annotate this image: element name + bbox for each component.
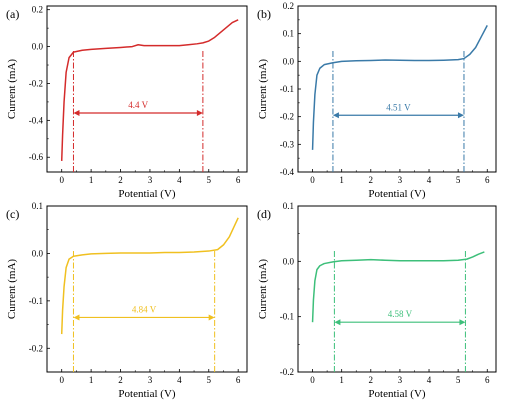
y-tick-label: 0.0 bbox=[32, 42, 44, 52]
y-tick-label: -0.1 bbox=[280, 84, 294, 94]
x-tick-label: 3 bbox=[148, 175, 153, 185]
x-tick-label: 0 bbox=[59, 375, 64, 385]
x-tick-label: 3 bbox=[398, 375, 403, 385]
y-axis-label: Current (mA) bbox=[6, 59, 18, 120]
x-tick-label: 1 bbox=[339, 375, 344, 385]
x-tick-label: 2 bbox=[369, 375, 374, 385]
x-axis-label: Potential (V) bbox=[368, 388, 425, 400]
y-tick-label: 0.1 bbox=[283, 29, 294, 39]
arrow-head-left bbox=[332, 112, 339, 119]
panel-label: (a) bbox=[6, 7, 19, 21]
x-tick-label: 4 bbox=[427, 175, 432, 185]
series-line bbox=[60, 217, 239, 335]
arrow-head-right bbox=[457, 112, 464, 119]
y-tick-label: 0.2 bbox=[283, 1, 294, 11]
y-axis-label: Current (mA) bbox=[257, 259, 269, 320]
x-tick-label: 1 bbox=[89, 175, 94, 185]
arrow-head-right bbox=[208, 314, 215, 321]
y-tick-label: 0.0 bbox=[283, 56, 295, 66]
y-tick-label: 0.2 bbox=[32, 5, 43, 15]
x-tick-label: 5 bbox=[456, 375, 461, 385]
x-tick-label: 0 bbox=[310, 175, 315, 185]
y-tick-label: -0.4 bbox=[280, 167, 295, 177]
x-axis-label: Potential (V) bbox=[118, 388, 175, 400]
y-tick-label: -0.4 bbox=[29, 115, 44, 125]
span-annotation-label: 4.58 V bbox=[388, 309, 413, 319]
span-annotation-label: 4.84 V bbox=[132, 304, 157, 314]
y-tick-label: -0.2 bbox=[29, 78, 43, 88]
x-tick-label: 0 bbox=[310, 375, 315, 385]
series-line bbox=[311, 25, 488, 150]
span-annotation-label: 4.51 V bbox=[386, 102, 411, 112]
panel-label: (c) bbox=[6, 207, 19, 221]
y-tick-label: 0.0 bbox=[283, 256, 295, 266]
x-tick-label: 2 bbox=[369, 175, 374, 185]
x-tick-label: 0 bbox=[59, 175, 64, 185]
x-tick-label: 3 bbox=[148, 375, 153, 385]
x-tick-label: 6 bbox=[485, 375, 490, 385]
y-axis-label: Current (mA) bbox=[6, 259, 18, 320]
y-tick-label: -0.1 bbox=[280, 312, 294, 322]
span-annotation-label: 4.4 V bbox=[128, 100, 148, 110]
x-tick-label: 3 bbox=[398, 175, 403, 185]
y-tick-label: 0.1 bbox=[283, 201, 294, 211]
axes-frame bbox=[297, 205, 497, 373]
arrow-head-left bbox=[73, 109, 80, 116]
axes-frame bbox=[297, 5, 497, 173]
x-tick-label: 2 bbox=[118, 375, 123, 385]
axes-frame bbox=[46, 205, 248, 373]
x-tick-label: 4 bbox=[427, 375, 432, 385]
y-axis-label: Current (mA) bbox=[257, 59, 269, 120]
x-tick-label: 6 bbox=[485, 175, 490, 185]
arrow-head-left bbox=[334, 319, 341, 326]
x-tick-label: 4 bbox=[177, 375, 182, 385]
x-tick-label: 4 bbox=[177, 175, 182, 185]
y-tick-label: -0.2 bbox=[29, 343, 43, 353]
series-line bbox=[60, 19, 239, 161]
x-tick-label: 6 bbox=[236, 175, 241, 185]
x-tick-label: 1 bbox=[89, 375, 94, 385]
y-tick-label: -0.3 bbox=[280, 139, 295, 149]
x-tick-label: 6 bbox=[236, 375, 241, 385]
y-tick-label: -0.1 bbox=[29, 296, 43, 306]
panel-label: (d) bbox=[257, 207, 271, 221]
x-tick-label: 2 bbox=[118, 175, 123, 185]
arrow-head-left bbox=[73, 314, 80, 321]
y-tick-label: -0.6 bbox=[29, 152, 44, 162]
x-tick-label: 5 bbox=[456, 175, 461, 185]
y-tick-label: -0.2 bbox=[280, 367, 294, 377]
x-tick-label: 5 bbox=[207, 375, 212, 385]
axes-frame bbox=[46, 5, 248, 173]
arrow-head-right bbox=[459, 319, 466, 326]
y-tick-label: 0.0 bbox=[32, 248, 44, 258]
x-tick-label: 5 bbox=[207, 175, 212, 185]
x-axis-label: Potential (V) bbox=[368, 188, 425, 200]
x-tick-label: 1 bbox=[339, 175, 344, 185]
x-axis-label: Potential (V) bbox=[118, 188, 175, 200]
y-tick-label: 0.1 bbox=[32, 201, 43, 211]
arrow-head-right bbox=[196, 109, 203, 116]
panel-label: (b) bbox=[257, 7, 271, 21]
y-tick-label: -0.2 bbox=[280, 112, 294, 122]
